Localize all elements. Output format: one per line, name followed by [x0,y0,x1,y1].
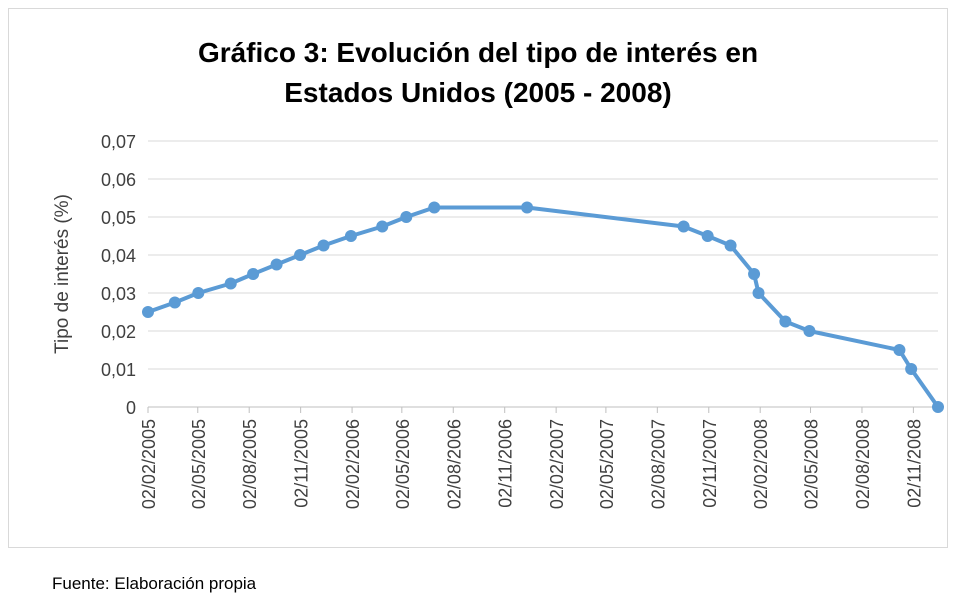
x-tick-label: 02/05/2006 [393,419,413,509]
y-tick-label: 0,05 [101,208,136,228]
x-tick-label: 02/11/2008 [904,419,924,508]
data-point [142,306,154,318]
data-point [168,296,181,309]
x-tick-label: 02/02/2007 [547,419,567,509]
data-point [893,344,906,356]
data-point [752,287,765,299]
data-point [192,287,205,299]
data-point [803,325,816,337]
y-tick-label: 0,02 [101,322,136,342]
x-tick-label: 02/11/2005 [292,419,312,508]
line-series [147,205,940,409]
y-axis-label: Tipo de interés (%) [52,194,73,354]
x-tick-label: 02/02/2006 [343,419,363,509]
y-tick-label: 0,06 [101,170,136,190]
data-point [344,230,357,242]
y-tick-label: 0,01 [101,360,136,380]
x-tick-label: 02/05/2008 [802,419,822,509]
x-tick-label: 02/02/2008 [751,419,771,509]
x-tick-label: 02/08/2005 [240,419,260,509]
x-tick-label: 02/11/2006 [496,419,516,508]
data-point [724,239,737,252]
data-point [294,249,307,261]
data-point [932,401,944,413]
x-tick-label: 02/11/2007 [700,419,720,508]
y-tick-label: 0,07 [101,132,136,152]
chart-title: Estados Unidos (2005 - 2008) [284,77,671,108]
x-tick-label: 02/08/2008 [853,419,873,509]
data-point [748,268,761,280]
y-tick-label: 0,03 [101,284,136,304]
chart-frame [8,8,948,548]
x-tick-label: 02/05/2007 [597,419,617,509]
data-point [247,268,260,280]
source-note: Fuente: Elaboración propia [52,574,257,593]
data-point [400,211,413,223]
data-point [677,220,690,233]
data-point [905,363,918,375]
data-point [224,277,237,290]
data-point [779,315,792,328]
chart-title: Gráfico 3: Evolución del tipo de interés… [198,37,758,68]
x-tick-label: 02/08/2006 [444,419,464,509]
data-point [521,201,534,214]
y-tick-label: 0,04 [101,246,136,266]
data-point [376,220,389,233]
x-tick-label: 02/02/2005 [139,419,159,509]
y-tick-label: 0 [126,398,136,418]
data-point [317,239,330,252]
data-point [270,258,283,271]
data-point [428,201,441,214]
data-point [701,230,714,242]
x-tick-label: 02/05/2005 [189,419,209,509]
x-tick-label: 02/08/2007 [648,419,668,509]
